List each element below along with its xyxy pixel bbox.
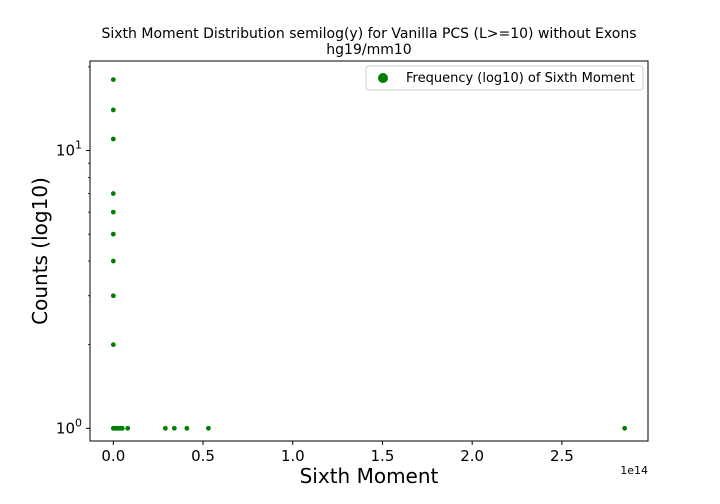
x-axis-offset-label: 1e14 <box>620 464 648 477</box>
data-point <box>110 107 116 113</box>
data-point <box>184 425 190 431</box>
chart-title: Sixth Moment Distribution semilog(y) for… <box>101 26 636 42</box>
data-point <box>110 77 116 82</box>
x-tick-label: 0.5 <box>191 447 215 465</box>
x-tick-label: 2.0 <box>460 447 484 465</box>
y-axis-ticks: 100 101 <box>56 66 90 437</box>
data-point <box>110 342 116 348</box>
data-point <box>110 293 116 299</box>
y-tick-label: 100 <box>56 416 82 437</box>
legend-marker <box>378 73 388 83</box>
data-point <box>110 136 116 142</box>
y-axis-label: Counts (log10) <box>28 177 52 325</box>
x-axis-ticks: 0.0 0.5 1.0 1.5 2.0 2.5 <box>101 441 574 465</box>
data-point <box>171 425 177 431</box>
x-tick-label: 1.0 <box>281 447 305 465</box>
x-tick-label: 0.0 <box>101 447 125 465</box>
data-point <box>110 209 116 215</box>
data-point <box>125 425 131 431</box>
x-tick-label: 2.5 <box>550 447 574 465</box>
data-point <box>110 231 116 237</box>
data-point <box>110 258 116 264</box>
plot-area-frame <box>89 60 649 442</box>
data-point <box>206 425 211 431</box>
data-point <box>119 425 125 431</box>
legend-entry-label: Frequency (log10) of Sixth Moment <box>406 71 635 86</box>
data-point <box>110 191 116 196</box>
legend: Frequency (log10) of Sixth Moment <box>365 65 644 91</box>
data-point <box>162 425 168 431</box>
x-axis-label: Sixth Moment <box>300 464 439 488</box>
chart-subtitle: hg19/mm10 <box>326 42 411 58</box>
data-point <box>622 425 628 431</box>
data-points <box>110 77 628 431</box>
legend-box <box>365 65 644 91</box>
x-tick-label: 1.5 <box>371 447 395 465</box>
y-tick-label: 101 <box>56 139 82 160</box>
